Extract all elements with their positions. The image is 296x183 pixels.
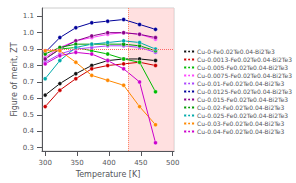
svg-text:0.7: 0.7 (23, 78, 34, 86)
svg-text:1.1: 1.1 (23, 12, 34, 20)
svg-text:500: 500 (166, 159, 179, 167)
svg-text:Cu-0.025-Fe0.02Te0.04-Bi2Te3: Cu-0.025-Fe0.02Te0.04-Bi2Te3 (197, 112, 288, 119)
svg-text:450: 450 (134, 159, 147, 167)
svg-text:Cu-0.03-Fe0.02Te0.04-Bi2Te3: Cu-0.03-Fe0.02Te0.04-Bi2Te3 (197, 120, 284, 127)
svg-text:Temperature [K]: Temperature [K] (75, 170, 141, 179)
svg-text:Cu-0.0125-Fe0.02Te0.04-Bi2Te3: Cu-0.0125-Fe0.02Te0.04-Bi2Te3 (197, 88, 292, 95)
svg-text:Cu-0.04-Fe0.02Te0.04-Bi2Te3: Cu-0.04-Fe0.02Te0.04-Bi2Te3 (197, 128, 284, 135)
svg-text:Cu-0.0013-Fe0.02Te0.04-Bi2Te3: Cu-0.0013-Fe0.02Te0.04-Bi2Te3 (197, 56, 292, 63)
svg-text:Cu-0-Fe0.02Te0.04-Bi2Te3: Cu-0-Fe0.02Te0.04-Bi2Te3 (197, 48, 275, 55)
svg-text:0.8: 0.8 (23, 62, 34, 70)
svg-text:Cu-0.005-Fe0.02Te0.04-Bi2Te3: Cu-0.005-Fe0.02Te0.04-Bi2Te3 (197, 64, 288, 71)
svg-text:Cu-0.02-Fe0.02Te0.04-Bi2Te3: Cu-0.02-Fe0.02Te0.04-Bi2Te3 (197, 104, 284, 111)
svg-text:1.0: 1.0 (23, 29, 34, 37)
svg-text:0.9: 0.9 (23, 45, 34, 53)
svg-text:Cu-0.01-Fe0.02Te0.04-Bi2Te3: Cu-0.01-Fe0.02Te0.04-Bi2Te3 (197, 80, 284, 87)
svg-text:Figure of merit, ZT: Figure of merit, ZT (10, 42, 19, 116)
svg-text:300: 300 (39, 159, 52, 167)
svg-text:0.4: 0.4 (23, 127, 35, 135)
svg-text:0.5: 0.5 (23, 111, 34, 119)
svg-text:0.6: 0.6 (23, 94, 35, 102)
svg-text:350: 350 (70, 159, 83, 167)
svg-text:0.3: 0.3 (23, 144, 34, 152)
svg-text:Cu-0.0075-Fe0.02Te0.04-Bi2Te3: Cu-0.0075-Fe0.02Te0.04-Bi2Te3 (197, 72, 292, 79)
svg-text:Cu-0.015-Fe0.02Te0.04-Bi2Te3: Cu-0.015-Fe0.02Te0.04-Bi2Te3 (197, 96, 288, 103)
svg-text:400: 400 (102, 159, 115, 167)
